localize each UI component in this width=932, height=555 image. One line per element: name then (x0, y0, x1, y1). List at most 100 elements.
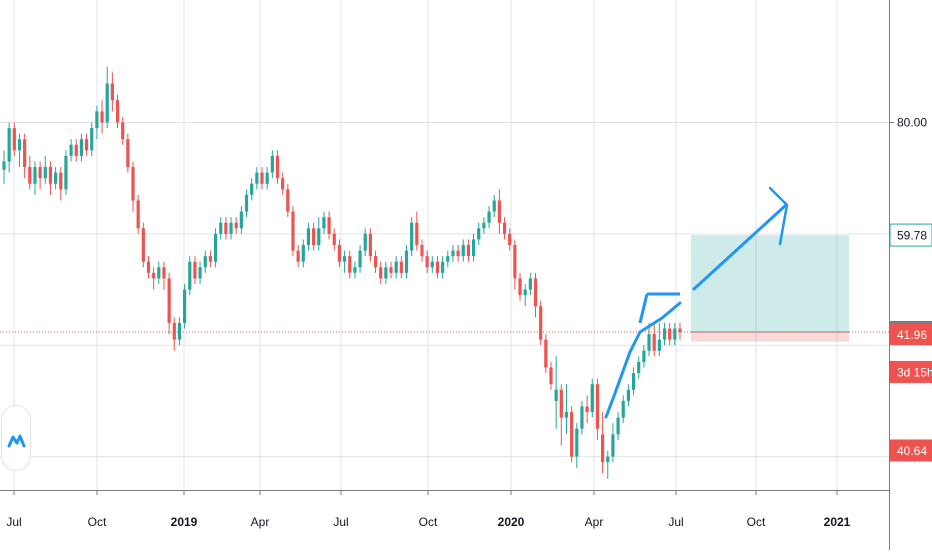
candle (415, 211, 419, 251)
candle (492, 194, 496, 218)
long-position-tool[interactable] (691, 235, 849, 342)
candle-body (456, 250, 460, 257)
candle (446, 250, 450, 268)
x-tick-label: Oct (747, 515, 766, 529)
candle (38, 161, 42, 190)
candle-body (425, 256, 429, 268)
candle-body (131, 167, 135, 201)
candle (162, 261, 166, 290)
candle-body (105, 83, 109, 123)
candle-body (234, 222, 238, 229)
x-tick-label: Jul (6, 515, 21, 529)
candle-body (595, 384, 600, 429)
candle-body (146, 261, 151, 273)
candle-body (239, 211, 243, 229)
candle (84, 133, 89, 156)
candle (244, 189, 249, 218)
candle-body (497, 200, 501, 223)
candle-body (224, 222, 228, 234)
candle (337, 239, 342, 268)
candle (394, 256, 398, 279)
candle-body (554, 389, 558, 401)
candle (100, 100, 104, 134)
candle-body (152, 272, 156, 279)
candle (487, 206, 491, 229)
candle (631, 367, 636, 396)
candle (275, 150, 280, 184)
candle (430, 256, 434, 273)
candle (301, 239, 305, 268)
candle (327, 211, 331, 240)
candle (626, 384, 630, 407)
candle (208, 250, 213, 268)
candle-body (487, 211, 491, 223)
candle (110, 72, 114, 112)
candle (533, 272, 538, 318)
candle-body (637, 361, 641, 374)
candle (595, 378, 600, 440)
candle-body (265, 172, 269, 184)
candle (399, 256, 403, 279)
candle (28, 155, 32, 190)
candle (74, 139, 78, 162)
candle (146, 256, 151, 279)
x-tick-label: 2019 (171, 515, 198, 529)
candle-body (167, 278, 171, 323)
candle-body (286, 189, 290, 212)
candle-body (90, 128, 94, 151)
candle-body (394, 261, 398, 273)
candle (136, 194, 140, 234)
candle (2, 150, 6, 184)
candle (508, 228, 512, 251)
candle-body (110, 83, 114, 101)
candle (564, 384, 569, 435)
candle (286, 183, 290, 218)
candle (528, 272, 532, 296)
candle-body (585, 406, 589, 413)
candle-body (260, 172, 264, 184)
candle (570, 406, 574, 463)
candle-body (126, 139, 130, 168)
candle (115, 94, 120, 129)
tradingview-logo-icon[interactable] (1, 405, 31, 471)
drawings[interactable] (0, 186, 889, 419)
candle-body (244, 194, 249, 212)
candle (95, 105, 99, 140)
candle (193, 256, 197, 284)
candle (389, 261, 393, 279)
candle-body (600, 434, 605, 463)
candle-body (183, 289, 187, 323)
candle-body (38, 167, 42, 179)
candle-body (64, 155, 68, 190)
candle-body (208, 256, 213, 262)
candle-body (43, 167, 47, 179)
candle (441, 256, 445, 279)
candle-body (275, 155, 280, 179)
candle-body (461, 245, 465, 257)
candle-body (59, 172, 63, 190)
forecast-arrow-line (692, 203, 788, 291)
candle-body (662, 328, 667, 340)
candle (270, 150, 274, 179)
candle (410, 217, 414, 257)
candle-body (404, 250, 409, 273)
triangle-side-line (638, 293, 649, 324)
candle (600, 412, 605, 474)
candle-body (213, 233, 218, 262)
candle (642, 345, 646, 368)
candle (404, 245, 409, 279)
candle (621, 395, 625, 424)
candle (234, 217, 238, 234)
candle-body (533, 278, 538, 307)
candle (12, 122, 16, 156)
candle-body (291, 211, 295, 251)
candle (384, 261, 388, 284)
candle-body (270, 155, 274, 173)
candle (611, 423, 615, 463)
candle-body (518, 278, 522, 296)
candle (652, 322, 656, 357)
x-tick-label: Apr (251, 515, 270, 529)
candle-body (177, 322, 182, 340)
